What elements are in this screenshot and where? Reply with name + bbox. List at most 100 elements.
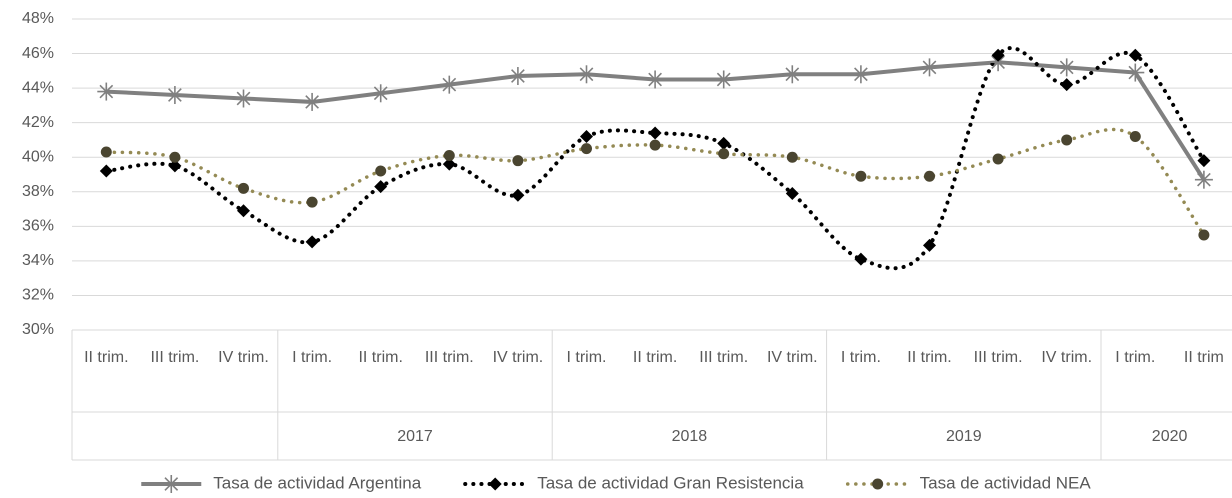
marker-stroke xyxy=(373,86,388,101)
marker-circle xyxy=(1198,229,1210,241)
marker-circle xyxy=(718,148,730,160)
marker-circle xyxy=(512,155,524,167)
marker-diamond xyxy=(305,235,319,249)
year-label: 2019 xyxy=(946,428,982,445)
marker-diamond xyxy=(511,188,525,202)
marker-star xyxy=(97,82,116,101)
marker-star xyxy=(162,475,181,493)
marker-star xyxy=(508,67,527,86)
x-tick-label: IV trim. xyxy=(218,349,269,366)
x-tick-label: II trim. xyxy=(907,349,951,366)
marker-diamond xyxy=(854,252,868,266)
marker-diamond xyxy=(991,48,1005,62)
marker-circle xyxy=(443,149,455,161)
year-label: 2017 xyxy=(397,428,433,445)
legend-item: Tasa de actividad Gran Resistencia xyxy=(463,473,804,492)
marker-circle xyxy=(1061,134,1073,146)
x-tick-label: II trim. xyxy=(84,349,128,366)
x-tick-label: IV trim. xyxy=(493,349,544,366)
x-tick-label: III trim. xyxy=(425,349,474,366)
marker-stroke xyxy=(716,72,731,87)
y-tick-label: 36% xyxy=(22,218,54,235)
marker-diamond xyxy=(488,477,502,491)
y-tick-label: 48% xyxy=(22,10,54,27)
marker-circle xyxy=(855,170,867,182)
y-tick-label: 46% xyxy=(22,45,54,62)
x-tick-label: IV trim. xyxy=(767,349,818,366)
marker-stroke xyxy=(236,91,251,106)
marker-circle xyxy=(375,165,387,177)
marker-star xyxy=(1126,63,1145,82)
marker-circle xyxy=(581,143,592,155)
marker-circle xyxy=(238,182,249,194)
marker-stroke xyxy=(1197,172,1211,187)
marker-diamond xyxy=(237,204,250,218)
marker-circle xyxy=(872,478,884,490)
marker-stroke xyxy=(164,477,179,491)
marker-diamond xyxy=(785,187,799,201)
marker-diamond xyxy=(1128,48,1142,62)
marker-stroke xyxy=(991,55,1005,70)
y-tick-label: 42% xyxy=(22,114,54,131)
y-tick-label: 40% xyxy=(22,148,54,165)
marker-star xyxy=(577,65,596,84)
x-tick-label: II trim. xyxy=(358,349,402,366)
x-tick-label: I trim. xyxy=(292,349,332,366)
x-tick-label: III trim. xyxy=(974,349,1023,366)
x-tick-label: II trim. xyxy=(633,349,677,366)
marker-circle xyxy=(992,153,1004,165)
marker-circle xyxy=(100,146,112,158)
x-tick-label: IV trim. xyxy=(1041,349,1092,366)
marker-star xyxy=(1057,58,1076,77)
marker-stroke xyxy=(511,69,525,83)
marker-stroke xyxy=(305,95,319,109)
marker-diamond xyxy=(1060,78,1074,92)
marker-circle xyxy=(169,151,181,163)
marker-star xyxy=(920,58,939,77)
marker-star xyxy=(714,70,733,89)
y-tick-label: 44% xyxy=(22,79,54,96)
x-tick-label: I trim. xyxy=(841,349,881,366)
marker-circle xyxy=(306,196,318,208)
marker-star xyxy=(783,65,802,84)
marker-star xyxy=(440,75,459,94)
marker-stroke xyxy=(854,67,868,82)
marker-diamond xyxy=(580,129,593,143)
marker-star xyxy=(165,86,184,105)
marker-star xyxy=(1194,170,1213,189)
marker-circle xyxy=(649,139,661,151)
marker-star xyxy=(371,84,390,103)
marker-diamond xyxy=(923,238,936,252)
x-tick-label: III trim. xyxy=(699,349,748,366)
y-tick-label: 38% xyxy=(22,183,54,200)
year-label: 2018 xyxy=(672,428,708,445)
legend-label: Tasa de actividad Gran Resistencia xyxy=(537,473,804,492)
marker-circle xyxy=(924,170,935,182)
legend-label: Tasa de actividad NEA xyxy=(920,473,1092,492)
marker-stroke xyxy=(785,67,800,82)
marker-stroke xyxy=(442,77,457,92)
x-tick-label: II trim xyxy=(1184,349,1224,366)
marker-diamond xyxy=(648,126,662,140)
marker-diamond xyxy=(99,164,113,178)
x-tick-label: I trim. xyxy=(567,349,607,366)
marker-diamond xyxy=(442,157,456,171)
y-tick-label: 30% xyxy=(22,321,54,338)
marker-diamond xyxy=(168,159,182,173)
marker-stroke xyxy=(579,67,594,82)
marker-stroke xyxy=(1128,65,1143,80)
marker-stroke xyxy=(922,60,937,75)
legend-item: Tasa de actividad Argentina xyxy=(141,473,422,493)
legend-label: Tasa de actividad Argentina xyxy=(213,473,421,492)
marker-diamond xyxy=(374,180,388,194)
year-label: 2020 xyxy=(1152,428,1188,445)
marker-stroke xyxy=(1059,60,1074,75)
legend: Tasa de actividad Argentina Tasa de activ… xyxy=(141,473,1091,493)
marker-star xyxy=(303,92,322,111)
marker-star xyxy=(234,89,253,108)
y-tick-label: 32% xyxy=(22,287,54,304)
marker-star xyxy=(851,65,870,84)
marker-diamond xyxy=(1197,154,1211,168)
legend-item: Tasa de actividad NEA xyxy=(845,473,1092,492)
